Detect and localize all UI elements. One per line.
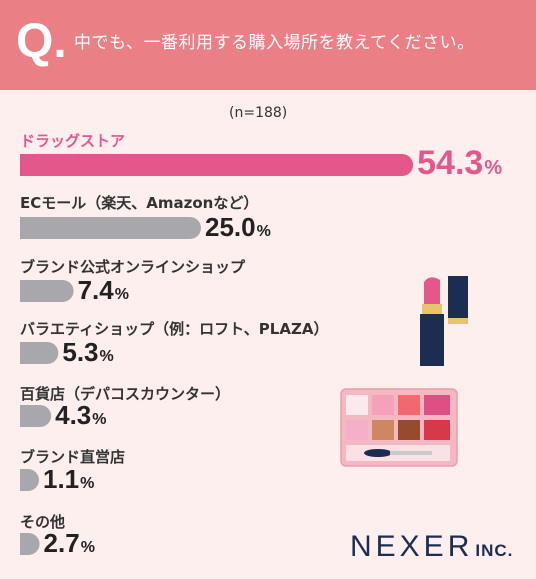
value-label-1: 25.0%	[205, 214, 271, 240]
value-unit-2: %	[114, 285, 129, 303]
logo-suffix: INC.	[475, 541, 514, 560]
category-label-4: 百貨店（デパコスカウンター）	[20, 385, 231, 403]
value-label-5: 1.1%	[43, 466, 94, 492]
value-label-2: 7.4%	[78, 277, 129, 303]
value-unit-4: %	[92, 410, 107, 428]
bar-3	[20, 342, 59, 364]
value-label-3: 5.3%	[62, 339, 113, 365]
category-label-6: その他	[20, 513, 66, 531]
value-unit-5: %	[80, 474, 95, 492]
eyeshadow-palette-icon	[340, 388, 458, 467]
logo-main: NEXER	[350, 530, 474, 563]
bar-6	[20, 533, 40, 555]
lipstick-icon	[420, 276, 468, 366]
question-mark: Q.	[16, 15, 67, 68]
value-unit-1: %	[256, 222, 271, 240]
value-label-0: 54.3%	[417, 146, 502, 180]
value-number-4: 4.3	[55, 399, 92, 430]
value-label-4: 4.3%	[55, 402, 106, 428]
category-label-2: ブランド公式オンラインショップ	[20, 258, 246, 276]
category-label-3: バラエティショップ（例：ロフト、PLAZA）	[20, 320, 329, 338]
bar-5	[20, 469, 39, 491]
value-number-5: 1.1	[43, 463, 80, 494]
value-number-6: 2.7	[43, 527, 80, 558]
company-logo: NEXER INC.	[350, 532, 513, 562]
bar-2	[20, 280, 74, 302]
value-number-1: 25.0	[205, 211, 256, 242]
value-number-2: 7.4	[77, 274, 114, 305]
bar-1	[20, 217, 201, 239]
category-label-1: ECモール（楽天、Amazonなど）	[20, 194, 259, 212]
category-label-0: ドラッグストア	[20, 132, 126, 150]
value-unit-6: %	[80, 538, 95, 556]
question-header: Q. 中でも、一番利用する購入場所を教えてください。	[0, 0, 536, 90]
lipstick-open	[420, 277, 444, 366]
bar-4	[20, 405, 52, 427]
lipstick-cap	[448, 276, 468, 324]
value-number-3: 5.3	[62, 336, 99, 367]
value-label-6: 2.7%	[44, 530, 95, 556]
question-text: 中でも、一番利用する購入場所を教えてください。	[74, 33, 475, 53]
value-unit-0: %	[484, 157, 503, 180]
sample-size-label: (n=188)	[229, 105, 288, 121]
bar-0	[20, 154, 414, 176]
value-number-0: 54.3	[417, 144, 484, 183]
value-unit-3: %	[99, 347, 114, 365]
category-label-5: ブランド直営店	[20, 448, 126, 466]
